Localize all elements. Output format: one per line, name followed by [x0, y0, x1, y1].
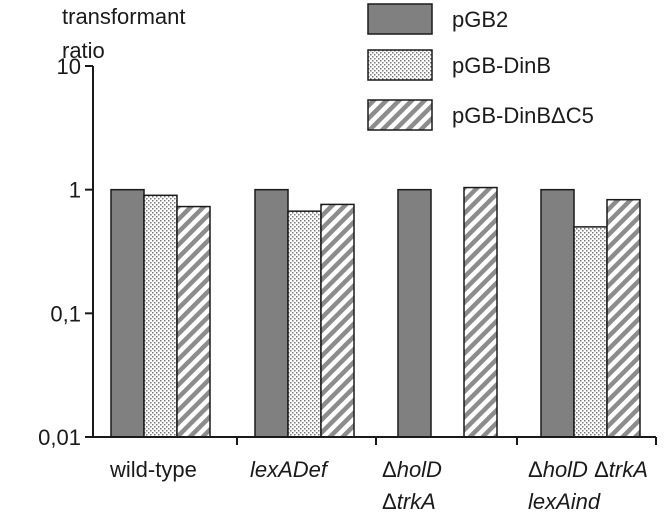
bar-solid-1: [254, 188, 289, 438]
y-axis-label: transformant ratio: [62, 4, 186, 63]
bar-solid-3: [540, 188, 575, 438]
category-label-1-0: lexADef: [250, 457, 330, 482]
category-label-3-1: lexAind: [528, 489, 601, 514]
category-labels: wild-type lexADef ΔholD ΔtrkA ΔholD ΔtrkA lex…: [109, 457, 648, 514]
y-tick-label-3: 0,01: [38, 425, 81, 450]
bar-stripes-1: [320, 203, 355, 438]
category-label-3-0: ΔholD ΔtrkA: [528, 457, 648, 482]
y-tick-label-0: 10: [57, 54, 81, 79]
category-label-0-0: wild-type: [109, 457, 197, 482]
bar-stripes-3: [606, 198, 641, 438]
legend-swatch-solid: [367, 3, 433, 35]
axes: [92, 66, 657, 445]
bars: [110, 186, 641, 438]
y-axis-label-line-0: transformant: [62, 4, 186, 29]
bar-solid-0: [110, 188, 145, 438]
bar-stripes-2: [463, 186, 498, 438]
legend-swatch-dots: [367, 49, 433, 81]
bar-dots-3: [573, 226, 608, 438]
bar-dots-0: [143, 194, 178, 438]
y-axis-label-line-1: ratio: [62, 38, 105, 63]
legend-label-solid: pGB2: [452, 7, 508, 32]
legend: pGB2 pGB-DinB pGB-DinBΔC5: [367, 3, 594, 131]
legend-swatch-stripes: [367, 99, 433, 131]
legend-label-stripes: pGB-DinBΔC5: [452, 103, 594, 128]
legend-label-dots: pGB-DinB: [452, 53, 551, 78]
category-label-2-1: ΔtrkA: [382, 489, 436, 514]
bar-stripes-0: [176, 205, 211, 438]
category-label-2-0: ΔholD: [382, 457, 442, 482]
y-tick-label-2: 0,1: [50, 301, 81, 326]
y-axis-ticks: 10 1 0,1 0,01: [38, 54, 93, 450]
bar-dots-1: [287, 210, 322, 438]
y-tick-label-1: 1: [69, 178, 81, 203]
bar-solid-2: [397, 188, 432, 438]
